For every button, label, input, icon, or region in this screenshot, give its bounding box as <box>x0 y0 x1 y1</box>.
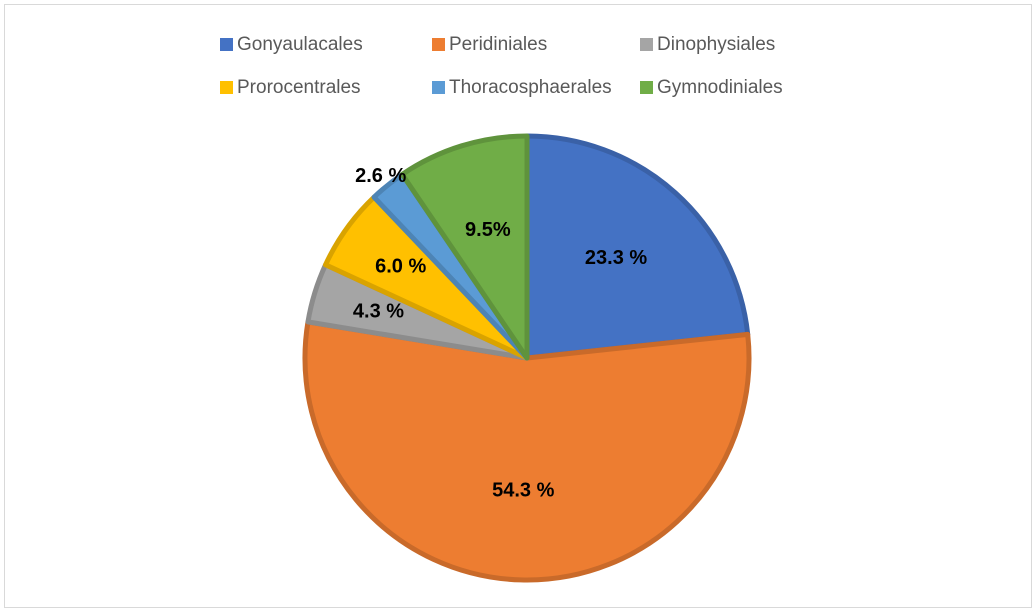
legend-label: Peridiniales <box>449 34 547 55</box>
data-label: 54.3 % <box>492 479 554 501</box>
pie-slice <box>302 319 752 583</box>
legend-swatch <box>640 38 653 51</box>
legend-label: Prorocentrales <box>237 77 361 98</box>
legend-label: Dinophysiales <box>657 34 775 55</box>
data-label: 9.5% <box>465 219 511 241</box>
legend-swatch <box>220 81 233 94</box>
data-label: 6.0 % <box>375 256 426 278</box>
legend-label: Gymnodiniales <box>657 77 783 98</box>
data-label: 2.6 % <box>355 165 406 187</box>
legend-label: Thoracosphaerales <box>449 77 612 98</box>
pie-slice <box>399 133 530 361</box>
data-label: 4.3 % <box>353 301 404 323</box>
legend-swatch <box>220 38 233 51</box>
legend-swatch <box>640 81 653 94</box>
data-label: 23.3 % <box>585 247 647 269</box>
legend-swatch <box>432 38 445 51</box>
legend-swatch <box>432 81 445 94</box>
pie-slice <box>524 133 751 361</box>
legend-label: Gonyaulacales <box>237 34 363 55</box>
